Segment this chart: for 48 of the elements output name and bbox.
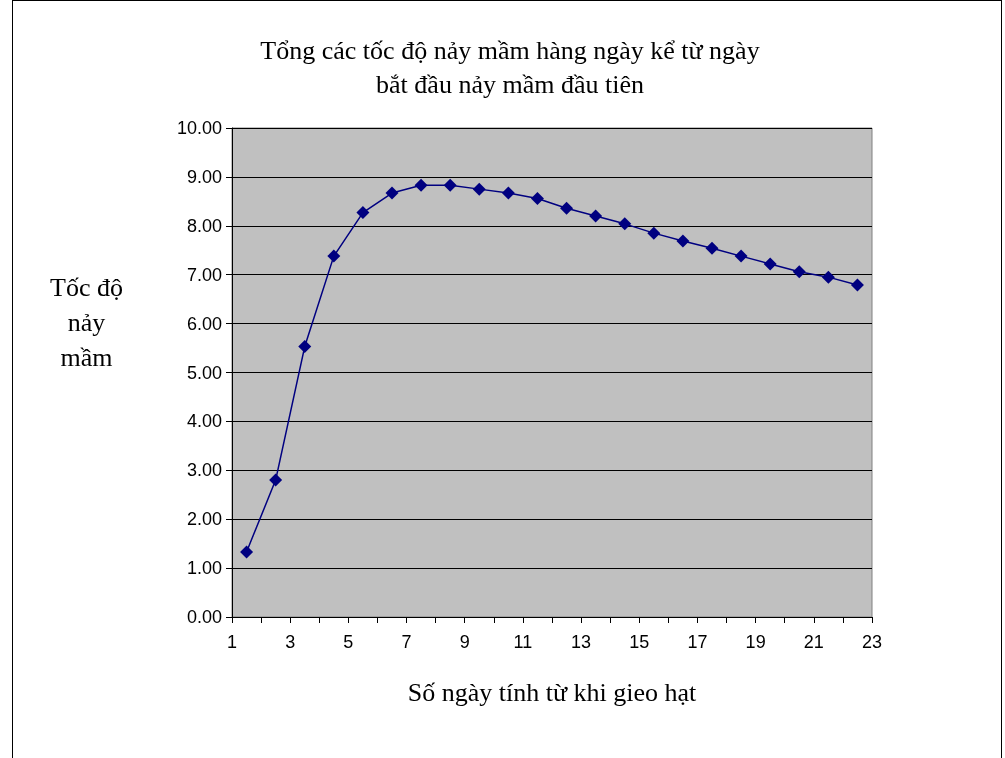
point (269, 473, 283, 487)
y-tick-label: 5.00 (186, 362, 222, 383)
y-tick-label: 7.00 (186, 264, 222, 285)
y-tick-label: 6.00 (186, 313, 222, 334)
chart-title: Tổng các tốc độ nảy mầm hàng ngày kể từ ngày bắt đầu nảy mầm đầu tiên (260, 35, 760, 99)
point (589, 209, 603, 223)
x-tick-label: 3 (285, 632, 296, 652)
point (676, 234, 690, 248)
y-tick-label: 3.00 (186, 460, 222, 481)
x-tick-label: 1 (226, 632, 238, 652)
point (705, 241, 719, 255)
x-tick-label: 17 (687, 632, 708, 652)
point (472, 182, 486, 196)
point (530, 191, 544, 205)
point (618, 217, 632, 231)
point (850, 278, 864, 292)
point (414, 178, 428, 192)
x-tick-label: 11 (513, 632, 533, 652)
point (763, 257, 777, 271)
x-axis-title: Số ngày tính từ khi gieo hạt (407, 677, 698, 707)
point (792, 265, 806, 279)
x-tick-label: 19 (745, 632, 766, 652)
y-tick-label: 1.00 (186, 558, 222, 579)
x-tick-label: 5 (343, 632, 354, 652)
point (356, 206, 370, 220)
x-tick-label: 15 (629, 632, 650, 652)
y-tick-label: 2.00 (186, 509, 222, 530)
point (821, 270, 835, 284)
point (385, 186, 399, 200)
x-tick-label: 21 (803, 632, 824, 652)
point (734, 249, 748, 263)
x-tick-label: 9 (459, 632, 470, 652)
point (327, 249, 341, 263)
point (443, 178, 457, 192)
y-tick-label: 9.00 (186, 166, 222, 187)
x-tick-label: 23 (861, 632, 883, 652)
point (240, 545, 254, 559)
point (298, 340, 312, 354)
y-tick-label: 8.00 (186, 215, 222, 236)
point (647, 226, 661, 240)
y-axis-title: Tốc độ nảy mầm (50, 273, 123, 372)
point (560, 201, 574, 215)
y-tick-label: 0.00 (186, 607, 222, 627)
y-tick-label: 10.00 (176, 118, 222, 138)
x-tick-label: 13 (571, 632, 592, 652)
point (501, 186, 515, 200)
x-tick-label: 7 (401, 632, 412, 652)
y-tick-label: 4.00 (186, 411, 222, 432)
